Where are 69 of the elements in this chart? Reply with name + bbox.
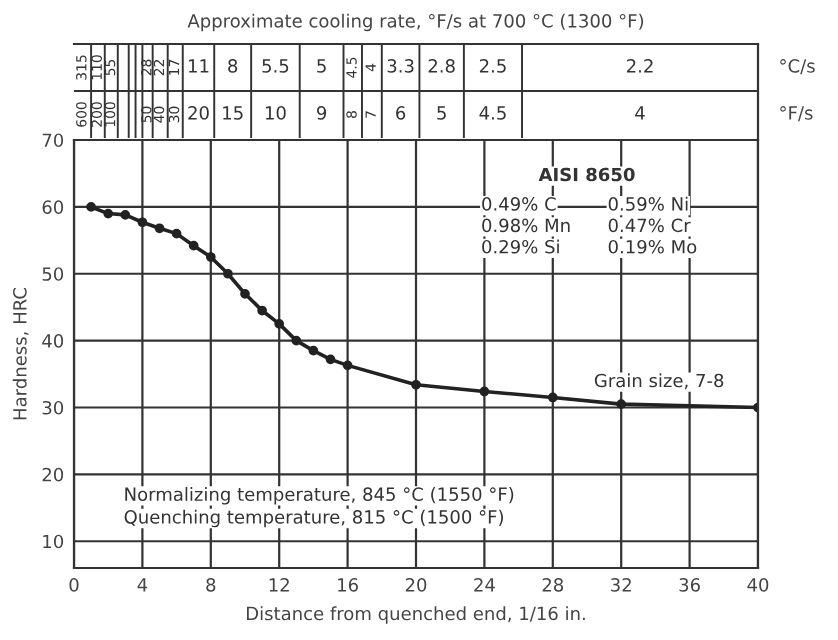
text: 20 — [188, 106, 209, 120]
annotation: AISI 8650 — [538, 167, 635, 182]
x-tick-label: 8 — [206, 578, 216, 592]
point — [154, 223, 165, 234]
point — [616, 399, 627, 410]
y-tick-label: 10 — [43, 534, 64, 549]
text: 3.3 — [387, 59, 414, 73]
point — [342, 360, 353, 371]
x-axis-title: Distance from quenched end, 1/16 in. — [247, 606, 585, 624]
annotation: 0.98% Mn — [482, 218, 570, 233]
point — [325, 354, 336, 365]
point — [205, 252, 216, 262]
text: 5 — [317, 59, 326, 73]
y-tick-label: 40 — [42, 334, 64, 348]
y-axis-title: Hardness, HRC — [12, 288, 29, 420]
point — [274, 319, 285, 329]
x-tick-label: 40 — [747, 578, 769, 592]
x-tick-label: 20 — [405, 578, 427, 592]
point — [479, 386, 490, 397]
text: 9 — [317, 106, 327, 120]
point — [547, 392, 558, 403]
category-label: °F/s — [780, 106, 813, 122]
x-tick-label: 28 — [542, 578, 564, 592]
y-tick-label: 20 — [42, 467, 64, 482]
point — [171, 228, 182, 239]
y-tick-label: 30 — [42, 400, 64, 415]
text: 4 — [635, 106, 645, 120]
point — [120, 210, 131, 220]
text: 5 — [437, 106, 446, 120]
x-tick-label: 24 — [474, 578, 495, 592]
text: 10 — [265, 106, 286, 120]
annotation: 0.49% C — [482, 197, 556, 211]
point — [240, 288, 250, 299]
x-tick-label: 16 — [338, 578, 358, 592]
point — [137, 217, 148, 228]
text: 15 — [223, 106, 243, 120]
x-tick-label: 12 — [269, 578, 289, 592]
category-label: °C/s — [780, 59, 815, 75]
text: 11 — [188, 59, 209, 73]
x-tick-label: 36 — [679, 578, 700, 592]
point — [103, 208, 114, 219]
point — [188, 240, 199, 251]
y-tick-label: 70 — [42, 133, 64, 148]
y-tick-label: 60 — [42, 200, 64, 214]
x-tick-label: 0 — [69, 578, 79, 592]
text: 4.5 — [479, 106, 506, 120]
text: 2.5 — [479, 59, 506, 73]
point — [291, 335, 302, 346]
text: 2.2 — [626, 59, 653, 73]
point — [257, 305, 267, 316]
annotation: Quenching temperature, 815 °C (1500 °F) — [124, 509, 503, 528]
text: 5.5 — [262, 59, 289, 73]
annotation: 0.19% Mo — [608, 239, 697, 254]
annotation: Grain size, 7-8 — [594, 373, 724, 390]
text: 8 — [228, 59, 238, 73]
text: Approximate cooling rate, °F/s at 700 °C (1300 °F) — [187, 13, 644, 32]
point — [86, 202, 96, 212]
y-tick-label: 50 — [42, 267, 64, 281]
point — [411, 379, 421, 390]
annotation: Normalizing temperature, 845 °C (1550 °F) — [125, 487, 514, 505]
x-tick-label: 32 — [611, 578, 631, 592]
annotation: 0.47% Cr — [608, 218, 691, 233]
point — [308, 345, 319, 356]
text: 6 — [396, 106, 406, 120]
annotation: 0.29% Si — [482, 239, 559, 254]
annotation: 0.59% Ni — [608, 196, 688, 211]
point — [223, 268, 233, 279]
x-tick-label: 4 — [137, 578, 148, 592]
text: 2.8 — [428, 59, 455, 73]
